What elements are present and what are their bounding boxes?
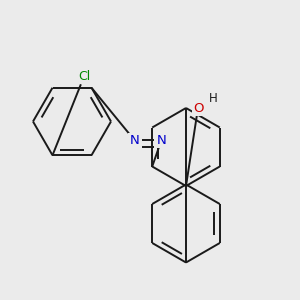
Text: N: N — [157, 134, 166, 147]
Text: O: O — [193, 101, 203, 115]
Text: N: N — [130, 134, 139, 147]
Text: Cl: Cl — [78, 70, 90, 83]
Text: H: H — [208, 92, 217, 105]
